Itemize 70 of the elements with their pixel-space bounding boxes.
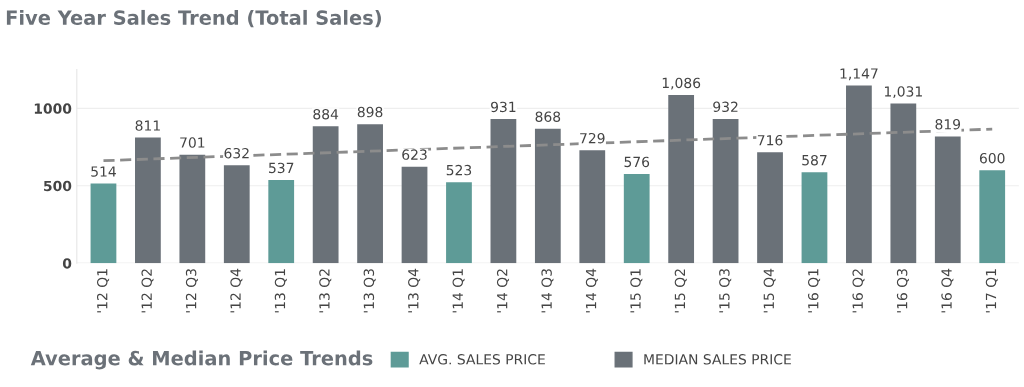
bar — [223, 165, 250, 264]
x-tick-label: '16 Q3 — [896, 269, 909, 313]
bar — [668, 95, 695, 264]
x-tick-label: '12 Q4 — [230, 268, 243, 313]
bar — [846, 85, 872, 264]
bar — [446, 182, 472, 264]
y-tick-label: 500 — [44, 180, 72, 192]
x-tick-label: '13 Q3 — [363, 269, 376, 313]
bar — [623, 174, 650, 264]
y-tick-label: 0 — [62, 258, 72, 269]
bar — [135, 137, 161, 264]
data-label: 716 — [757, 134, 783, 146]
data-label: 701 — [180, 137, 205, 148]
x-tick-label: '14 Q4 — [585, 268, 598, 313]
bar — [979, 170, 1006, 264]
data-label: 884 — [313, 108, 339, 120]
x-tick-label: '12 Q2 — [141, 269, 154, 313]
legend-label: MEDIAN SALES PRICE — [644, 354, 791, 365]
bar — [757, 152, 783, 264]
data-label: 931 — [491, 101, 516, 113]
data-label: 729 — [580, 132, 605, 144]
data-label: 898 — [357, 106, 383, 118]
text: Average & Median Price Trends — [30, 350, 373, 370]
data-label: 537 — [269, 162, 294, 174]
y-tick-label: 1000 — [34, 103, 72, 114]
bar — [490, 119, 517, 264]
bar — [268, 180, 295, 264]
x-tick-label: '12 Q1 — [96, 269, 110, 313]
legend-label: AVG. SALES PRICE — [419, 354, 545, 365]
bar — [179, 154, 206, 264]
data-label: 576 — [624, 156, 650, 168]
data-label: 811 — [135, 120, 160, 131]
bar — [712, 118, 739, 264]
bar — [401, 166, 428, 264]
bar — [801, 172, 828, 264]
data-label: 632 — [224, 147, 249, 159]
x-tick-label: '15 Q2 — [674, 269, 687, 313]
x-tick-label: '16 Q2 — [852, 269, 865, 313]
bar — [890, 103, 917, 264]
x-tick-label: '13 Q2 — [319, 269, 332, 313]
bar — [534, 128, 561, 264]
data-label: 819 — [935, 119, 961, 130]
x-tick-label: '15 Q4 — [763, 268, 776, 313]
data-label: 600 — [979, 152, 1005, 164]
bar — [312, 126, 339, 264]
data-label: 1,147 — [840, 68, 878, 81]
chart-title: Five Year Sales Trend (Total Sales) — [6, 9, 381, 28]
bar — [579, 150, 606, 264]
x-tick-label: '17 Q1 — [985, 269, 998, 313]
bar — [934, 136, 961, 264]
bar — [357, 124, 383, 264]
x-tick-label: '12 Q3 — [185, 269, 198, 313]
x-tick-label: '13 Q4 — [408, 268, 421, 313]
data-label: 523 — [446, 164, 472, 176]
x-tick-label: '15 Q3 — [719, 269, 732, 313]
data-label: 868 — [535, 111, 561, 122]
x-tick-label: '14 Q3 — [541, 269, 554, 313]
x-tick-label: '15 Q1 — [630, 269, 643, 313]
data-label: 587 — [802, 154, 827, 166]
data-label: 1,086 — [662, 77, 701, 90]
x-tick-label: '16 Q1 — [807, 269, 821, 313]
data-label: 514 — [91, 166, 116, 177]
bar — [90, 183, 117, 264]
x-tick-label: '14 Q1 — [452, 269, 465, 313]
x-tick-label: '14 Q2 — [496, 269, 510, 313]
data-label: 623 — [402, 149, 427, 160]
x-tick-label: '13 Q1 — [274, 269, 287, 313]
data-label: 1,031 — [884, 86, 922, 99]
x-tick-label: '16 Q4 — [941, 268, 954, 313]
data-label: 932 — [713, 101, 738, 113]
